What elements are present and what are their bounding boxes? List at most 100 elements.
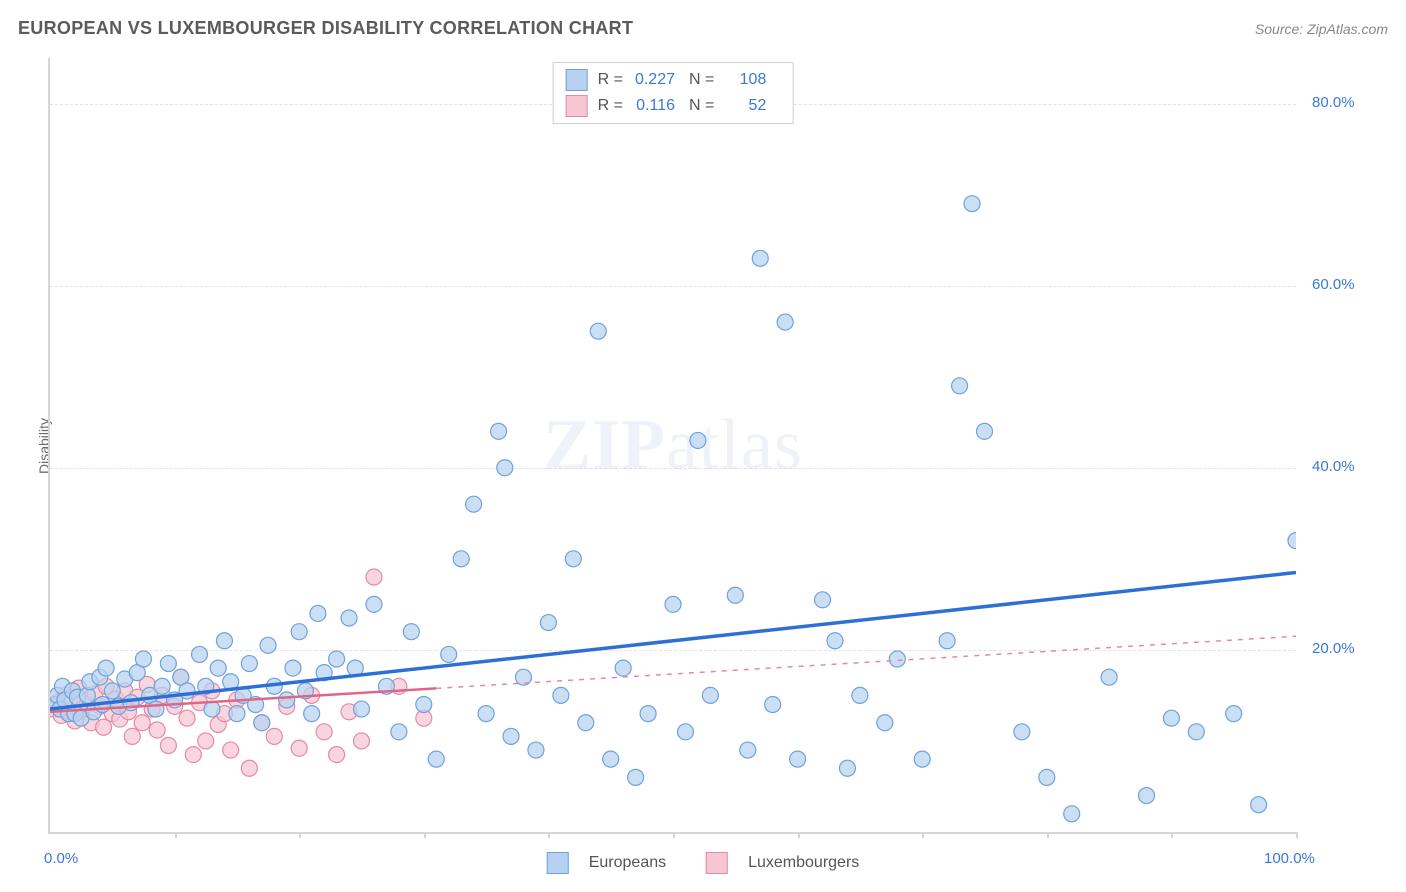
scatter-point (428, 751, 444, 767)
plot-svg (50, 58, 1296, 832)
scatter-point (96, 719, 112, 735)
scatter-point (603, 751, 619, 767)
scatter-point (366, 569, 382, 585)
scatter-point (310, 605, 326, 621)
scatter-point (839, 760, 855, 776)
scatter-point (1226, 706, 1242, 722)
scatter-point (939, 633, 955, 649)
scatter-point (354, 733, 370, 749)
scatter-point (285, 660, 301, 676)
chart-title: EUROPEAN VS LUXEMBOURGER DISABILITY CORR… (18, 18, 633, 39)
stat-n-label: N = (689, 71, 714, 89)
legend-label-luxembourgers: Luxembourgers (748, 854, 859, 872)
scatter-point (160, 656, 176, 672)
scatter-point (1064, 806, 1080, 822)
scatter-point (241, 760, 257, 776)
source-label: Source: ZipAtlas.com (1255, 21, 1388, 37)
stat-n-luxembourgers: 52 (720, 97, 766, 115)
scatter-point (260, 637, 276, 653)
stat-r-luxembourgers: 0.116 (629, 97, 675, 115)
scatter-point (149, 722, 165, 738)
scatter-point (185, 747, 201, 763)
y-tick-label: 80.0% (1312, 94, 1355, 111)
scatter-point (503, 728, 519, 744)
scatter-point (889, 651, 905, 667)
scatter-point (135, 651, 151, 667)
stat-r-label: R = (598, 97, 623, 115)
legend-label-europeans: Europeans (589, 854, 666, 872)
scatter-point (815, 592, 831, 608)
scatter-point (329, 747, 345, 763)
x-tick (548, 832, 550, 838)
scatter-point (124, 728, 140, 744)
scatter-point (341, 610, 357, 626)
scatter-point (952, 378, 968, 394)
x-tick-label-right: 100.0% (1264, 850, 1315, 867)
scatter-point (665, 596, 681, 612)
scatter-point (366, 596, 382, 612)
plot-area: ZIPatlas R = 0.227 N = 108 R = 0.116 N =… (48, 58, 1296, 834)
x-tick (1047, 832, 1049, 838)
scatter-point (677, 724, 693, 740)
scatter-point (914, 751, 930, 767)
x-tick-label-left: 0.0% (44, 850, 78, 867)
scatter-point (198, 733, 214, 749)
stat-r-label: R = (598, 71, 623, 89)
x-tick (175, 832, 177, 838)
scatter-point (241, 656, 257, 672)
scatter-point (1288, 533, 1296, 549)
x-tick (673, 832, 675, 838)
x-tick (1171, 832, 1173, 838)
legend-item-europeans: Europeans (547, 852, 666, 874)
scatter-point (702, 687, 718, 703)
scatter-point (553, 687, 569, 703)
scatter-point (192, 646, 208, 662)
scatter-point (765, 697, 781, 713)
stats-legend: R = 0.227 N = 108 R = 0.116 N = 52 (553, 62, 794, 124)
scatter-point (1039, 769, 1055, 785)
scatter-point (740, 742, 756, 758)
scatter-point (1163, 710, 1179, 726)
scatter-point (628, 769, 644, 785)
scatter-point (216, 633, 232, 649)
scatter-point (104, 683, 120, 699)
scatter-point (279, 692, 295, 708)
scatter-point (640, 706, 656, 722)
scatter-point (478, 706, 494, 722)
scatter-point (391, 724, 407, 740)
scatter-point (497, 460, 513, 476)
stats-row-europeans: R = 0.227 N = 108 (562, 67, 785, 93)
scatter-point (790, 751, 806, 767)
scatter-point (266, 728, 282, 744)
scatter-point (254, 715, 270, 731)
scatter-point (416, 697, 432, 713)
scatter-point (229, 706, 245, 722)
trend-line (436, 636, 1296, 688)
scatter-point (441, 646, 457, 662)
scatter-point (453, 551, 469, 567)
scatter-point (316, 724, 332, 740)
scatter-point (154, 678, 170, 694)
scatter-point (329, 651, 345, 667)
swatch-pink (566, 95, 588, 117)
bottom-legend: Europeans Luxembourgers (547, 852, 860, 874)
scatter-point (304, 706, 320, 722)
scatter-point (291, 740, 307, 756)
scatter-point (179, 683, 195, 699)
scatter-point (403, 624, 419, 640)
scatter-point (354, 701, 370, 717)
scatter-point (590, 323, 606, 339)
source-prefix: Source: (1255, 21, 1307, 37)
scatter-point (977, 423, 993, 439)
scatter-point (615, 660, 631, 676)
scatter-point (690, 432, 706, 448)
x-tick (798, 832, 800, 838)
swatch-pink (706, 852, 728, 874)
scatter-point (134, 715, 150, 731)
swatch-blue (547, 852, 569, 874)
y-tick-label: 20.0% (1312, 640, 1355, 657)
scatter-point (160, 737, 176, 753)
scatter-point (466, 496, 482, 512)
scatter-point (1014, 724, 1030, 740)
scatter-point (291, 624, 307, 640)
